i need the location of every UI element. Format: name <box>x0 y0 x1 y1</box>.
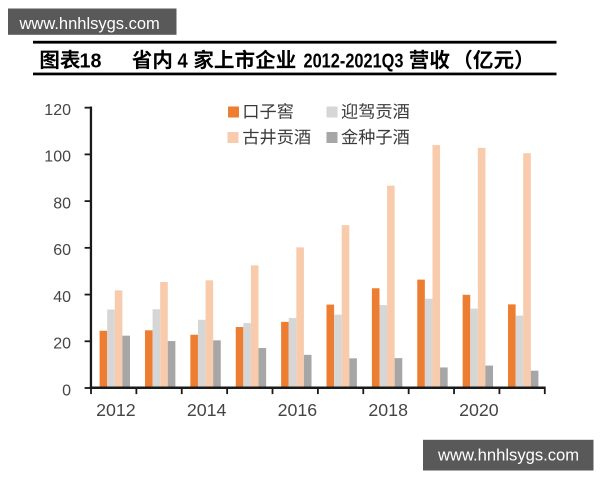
svg-text:www.hnhlsygs.com: www.hnhlsygs.com <box>19 15 160 33</box>
svg-text:2012: 2012 <box>96 400 136 420</box>
svg-text:2020: 2020 <box>459 400 499 420</box>
svg-text:40: 40 <box>53 289 71 306</box>
svg-text:www.hnhlsygs.com: www.hnhlsygs.com <box>437 445 579 464</box>
svg-text:2016: 2016 <box>278 400 318 420</box>
svg-text:20: 20 <box>53 336 71 353</box>
svg-text:80: 80 <box>53 195 71 212</box>
svg-text:0: 0 <box>62 382 71 399</box>
svg-text:2012-2021Q3: 2012-2021Q3 <box>304 49 404 72</box>
svg-text:4: 4 <box>178 49 189 72</box>
svg-text:2018: 2018 <box>368 400 408 420</box>
svg-text:2014: 2014 <box>187 400 227 420</box>
svg-text:120: 120 <box>44 102 71 119</box>
svg-text:100: 100 <box>44 149 71 166</box>
svg-text:18: 18 <box>80 49 102 72</box>
svg-text:60: 60 <box>53 242 71 259</box>
